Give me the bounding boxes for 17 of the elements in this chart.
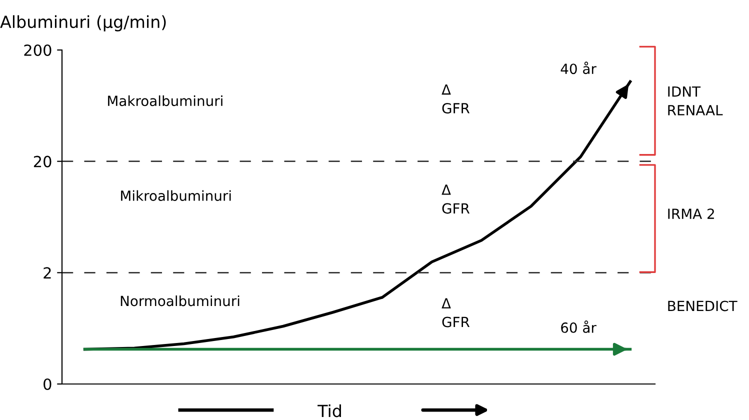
annotation: Normoalbuminuri [120,295,240,306]
x-axis-title: Tid [318,404,341,418]
annotation: Δ GFR [442,184,470,214]
y-tick-label: 200 [24,44,52,56]
text: IRMA 2 [668,208,714,219]
annotation: Mikroalbuminuri [121,190,231,201]
y-axis-title: Albuminuri (μg/min) [0,15,166,32]
annotation: 60 år [561,320,596,333]
annotation: Makroalbuminuri [108,95,222,106]
y-tick-label: 2 [44,267,51,278]
y-tick-label: 20 [34,156,52,168]
annotation: Δ GFR [442,84,470,114]
annotation: 40 år [560,62,596,74]
y-tick-label: 0 [44,378,52,390]
text: IDNT RENAAL [668,86,723,116]
text: BENEDICT [668,300,738,312]
annotation: Δ GFR [442,298,470,328]
